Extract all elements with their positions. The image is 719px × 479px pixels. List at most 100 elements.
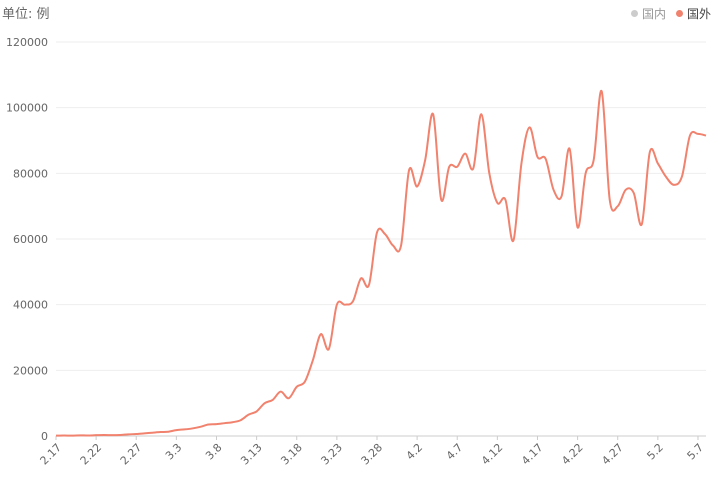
data-point[interactable] <box>286 395 292 401</box>
data-point[interactable] <box>518 160 524 166</box>
data-point[interactable] <box>486 170 492 176</box>
data-point[interactable] <box>77 432 83 438</box>
data-point[interactable] <box>502 197 508 203</box>
data-point[interactable] <box>679 174 685 180</box>
data-point[interactable] <box>446 164 452 170</box>
data-point[interactable] <box>687 133 693 139</box>
data-point[interactable] <box>101 432 107 438</box>
x-tick-label: 2.27 <box>118 441 145 468</box>
data-point[interactable] <box>278 389 284 395</box>
data-point[interactable] <box>494 200 500 206</box>
data-point[interactable] <box>430 111 436 117</box>
data-point[interactable] <box>478 111 484 117</box>
data-point[interactable] <box>181 426 187 432</box>
data-point[interactable] <box>414 183 420 189</box>
data-point[interactable] <box>663 174 669 180</box>
data-point[interactable] <box>262 400 268 406</box>
data-point[interactable] <box>109 432 115 438</box>
data-point[interactable] <box>671 182 677 188</box>
data-point[interactable] <box>382 231 388 237</box>
data-point[interactable] <box>462 151 468 157</box>
data-point[interactable] <box>270 397 276 403</box>
grid-lines <box>56 41 706 437</box>
data-point[interactable] <box>534 154 540 160</box>
series-line-overseas <box>55 90 707 437</box>
data-point[interactable] <box>422 157 428 163</box>
data-point[interactable] <box>639 221 645 227</box>
data-point[interactable] <box>165 429 171 435</box>
x-tick-label: 4.27 <box>599 441 626 468</box>
data-point[interactable] <box>703 133 709 139</box>
data-point[interactable] <box>85 433 91 439</box>
x-tick-label: 4.7 <box>444 441 466 463</box>
data-point[interactable] <box>117 432 123 438</box>
data-point[interactable] <box>302 379 308 385</box>
data-point[interactable] <box>133 431 139 437</box>
data-point[interactable] <box>334 302 340 308</box>
y-tick-label: 80000 <box>13 167 48 180</box>
data-point[interactable] <box>575 225 581 231</box>
data-point[interactable] <box>551 187 557 193</box>
legend-item-overseas[interactable]: 国外 <box>675 5 711 22</box>
data-point[interactable] <box>254 408 260 414</box>
data-point[interactable] <box>615 203 621 209</box>
data-point[interactable] <box>157 429 163 435</box>
data-point[interactable] <box>543 156 549 162</box>
data-point[interactable] <box>695 131 701 137</box>
data-point[interactable] <box>205 422 211 428</box>
data-point[interactable] <box>197 424 203 430</box>
data-point[interactable] <box>390 243 396 249</box>
data-point[interactable] <box>189 425 195 431</box>
data-point[interactable] <box>294 384 300 390</box>
x-tick-label: 4.12 <box>479 441 506 468</box>
legend-label: 国外 <box>686 7 711 21</box>
data-point[interactable] <box>318 331 324 337</box>
data-point[interactable] <box>238 417 244 423</box>
data-point[interactable] <box>526 124 532 130</box>
data-point[interactable] <box>141 430 147 436</box>
x-tick-label: 5.2 <box>644 441 666 463</box>
x-tick-label: 3.13 <box>238 441 265 468</box>
data-point[interactable] <box>454 164 460 170</box>
data-point[interactable] <box>647 149 653 155</box>
legend-dot-icon <box>675 10 683 17</box>
data-point[interactable] <box>358 275 364 281</box>
data-point[interactable] <box>222 420 228 426</box>
data-point[interactable] <box>406 167 412 173</box>
data-point[interactable] <box>173 427 179 433</box>
data-point[interactable] <box>53 433 59 439</box>
data-point[interactable] <box>631 190 637 196</box>
data-point[interactable] <box>470 165 476 171</box>
data-point[interactable] <box>510 238 516 244</box>
data-point[interactable] <box>125 431 131 437</box>
data-point[interactable] <box>246 412 252 418</box>
data-point[interactable] <box>374 229 380 235</box>
x-tick-label: 2.17 <box>38 441 65 468</box>
data-point[interactable] <box>599 88 605 94</box>
data-point[interactable] <box>567 146 573 152</box>
legend-item-domestic[interactable]: 国内 <box>630 5 666 22</box>
data-point[interactable] <box>583 170 589 176</box>
data-point[interactable] <box>149 430 155 436</box>
data-point[interactable] <box>655 160 661 166</box>
legend: 国内 国外 <box>630 5 711 22</box>
x-tick-label: 3.18 <box>278 441 305 468</box>
data-point[interactable] <box>213 421 219 427</box>
x-tick-label: 3.28 <box>359 441 386 468</box>
data-point[interactable] <box>623 187 629 193</box>
data-point[interactable] <box>61 433 67 439</box>
data-point[interactable] <box>607 197 613 203</box>
data-point[interactable] <box>350 298 356 304</box>
data-point[interactable] <box>559 193 565 199</box>
data-point[interactable] <box>69 433 75 439</box>
data-point[interactable] <box>438 197 444 203</box>
data-point[interactable] <box>93 432 99 438</box>
data-point[interactable] <box>342 302 348 308</box>
data-point[interactable] <box>591 157 597 163</box>
data-point[interactable] <box>326 346 332 352</box>
data-point[interactable] <box>230 419 236 425</box>
data-point[interactable] <box>366 282 372 288</box>
data-point[interactable] <box>310 357 316 363</box>
x-axis-ticks: 2.17 2.22 2.27 3.3 3.8 3.13 3.18 3.23 3.28 4.2 4.7… <box>38 436 706 467</box>
data-point[interactable] <box>398 243 404 249</box>
